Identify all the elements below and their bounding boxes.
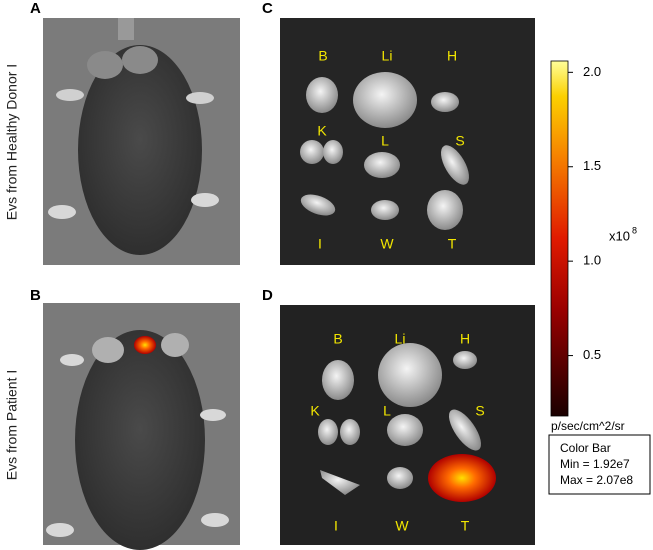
organ-label: W xyxy=(380,236,394,252)
photo-c xyxy=(280,18,535,265)
color-bar xyxy=(550,60,569,417)
legend-title: Color Bar xyxy=(560,441,611,455)
panel-label: A xyxy=(30,0,41,17)
legend-min: Min = 1.92e7 xyxy=(560,457,630,471)
organ-label: L xyxy=(381,133,389,149)
organ-label: H xyxy=(460,331,470,347)
organ-label: B xyxy=(318,48,327,64)
organ-label: I xyxy=(334,518,338,534)
row-label: Evs from Patient I xyxy=(4,370,20,480)
panel-label: D xyxy=(262,287,273,304)
tick-label: 0.5 xyxy=(583,347,601,362)
organ-label: S xyxy=(475,403,484,419)
organ-label: I xyxy=(318,236,322,252)
unit-label: p/sec/cm^2/sr xyxy=(551,419,625,433)
organs-d xyxy=(318,343,496,502)
organs-c xyxy=(300,72,469,230)
organ-label: L xyxy=(383,403,391,419)
mouse-b xyxy=(46,330,229,550)
color-bar-legend xyxy=(548,434,651,495)
organ-label: K xyxy=(310,403,320,419)
organ-label: B xyxy=(333,331,342,347)
tick-label: 1.5 xyxy=(583,158,601,173)
tick-label: 2.0 xyxy=(583,64,601,79)
row-label: Evs from Healthy Donor I xyxy=(4,64,20,220)
scale-exponent: 8 xyxy=(632,225,637,235)
panel-label: C xyxy=(262,0,273,17)
organ-label: H xyxy=(447,48,457,64)
legend-max: Max = 2.07e8 xyxy=(560,473,633,487)
organ-label: K xyxy=(317,123,327,139)
organ-label: T xyxy=(448,236,457,252)
organ-label: T xyxy=(461,518,470,534)
organ-label: Li xyxy=(382,48,393,64)
panel-label: B xyxy=(30,287,41,304)
scale-base: x10 xyxy=(609,228,630,243)
tick-label: 1.0 xyxy=(583,253,601,268)
mouse-a xyxy=(48,18,219,255)
organ-label: S xyxy=(455,133,464,149)
organ-label: Li xyxy=(395,331,406,347)
organ-label: W xyxy=(395,518,409,534)
